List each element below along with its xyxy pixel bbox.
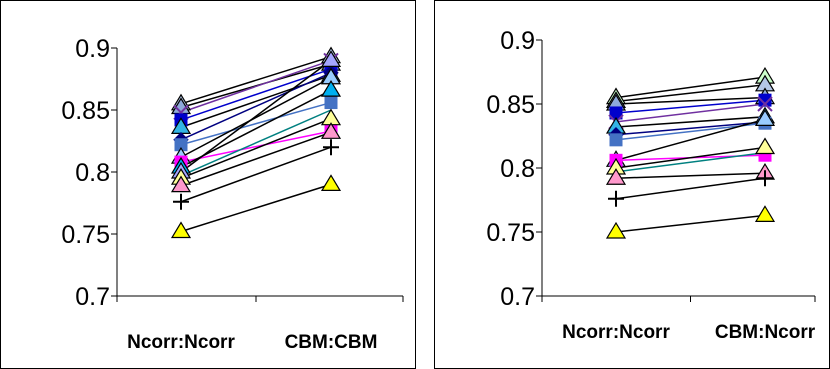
y-tick-label: 0.7 <box>75 283 110 311</box>
data-point <box>754 205 776 222</box>
y-tick-label: 0.9 <box>75 35 110 63</box>
series-line <box>180 68 332 121</box>
series-line <box>615 121 766 136</box>
data-point <box>754 137 776 155</box>
series-line <box>615 118 766 162</box>
x-category-label: Ncorr:Ncorr <box>562 322 670 343</box>
data-point <box>170 221 192 239</box>
x-category-label: Ncorr:Ncorr <box>127 332 235 353</box>
series-line <box>615 172 766 179</box>
data-point <box>320 79 342 97</box>
series-line <box>615 103 766 123</box>
data-point <box>758 93 772 107</box>
data-point <box>320 50 342 68</box>
chart-left: 0.7 0.75 0.8 0.85 0.9 Ncorr:Ncorr CBM:CBM <box>61 35 404 353</box>
y-tick-label: 0.8 <box>75 159 110 187</box>
data-point <box>173 193 189 210</box>
series-line <box>615 146 766 169</box>
y-tick-label: 0.8 <box>500 155 535 183</box>
y-tick-label: 0.85 <box>61 97 110 125</box>
data-point <box>320 122 342 139</box>
data-point <box>609 133 623 147</box>
series-line <box>180 101 332 146</box>
panel-border-right <box>434 0 830 369</box>
data-point <box>605 221 627 239</box>
data-point <box>170 175 192 193</box>
series-line <box>180 109 332 177</box>
series-line <box>180 117 332 179</box>
data-point <box>324 96 338 110</box>
series-line <box>180 55 332 105</box>
series-line <box>615 96 766 105</box>
series-line <box>180 59 332 173</box>
series-line <box>180 77 332 158</box>
y-tick-label: 0.9 <box>500 27 535 55</box>
series-line <box>615 84 766 103</box>
series-line <box>180 72 332 141</box>
series-line <box>180 183 332 233</box>
series-line <box>180 130 332 163</box>
series-line <box>615 177 766 200</box>
data-point <box>754 109 776 126</box>
x-category-label: CBM:CBM <box>285 332 378 353</box>
data-point <box>323 139 339 156</box>
data-point <box>605 168 627 185</box>
series-line <box>180 131 332 187</box>
series-line <box>615 151 766 173</box>
y-tick-label: 0.75 <box>61 221 110 249</box>
series-line <box>180 146 332 203</box>
series-line <box>615 76 766 99</box>
panel-border-left <box>0 0 416 369</box>
series-line <box>615 116 766 128</box>
data-point <box>608 190 624 207</box>
chart-right: 0.7 0.75 0.8 0.85 0.9 Ncorr:Ncorr CBM:Ncorr <box>486 27 815 343</box>
data-point <box>757 170 773 187</box>
data-point <box>320 174 342 191</box>
y-tick-label: 0.75 <box>486 219 535 247</box>
series-line <box>615 99 766 114</box>
data-point <box>757 96 773 112</box>
series-line <box>615 214 766 233</box>
y-tick-label: 0.7 <box>500 283 535 311</box>
x-category-label: CBM:Ncorr <box>715 322 816 343</box>
y-tick-label: 0.85 <box>486 91 535 119</box>
series-line <box>180 59 332 114</box>
